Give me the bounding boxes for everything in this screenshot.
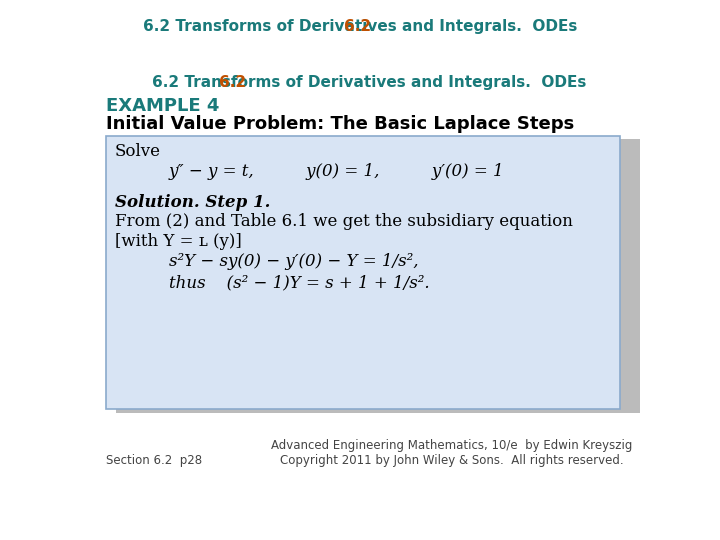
Text: Advanced Engineering Mathematics, 10/e  by Edwin Kreyszig
Copyright 2011 by John: Advanced Engineering Mathematics, 10/e b… — [271, 438, 632, 467]
Text: thus    (s² − 1)Y = s + 1 + 1/s².: thus (s² − 1)Y = s + 1 + 1/s². — [168, 274, 429, 291]
Text: EXAMPLE 4: EXAMPLE 4 — [106, 97, 219, 115]
Text: [with Y = ʟ (y)]: [with Y = ʟ (y)] — [115, 233, 242, 249]
Text: 6.2: 6.2 — [219, 75, 251, 90]
Text: Initial Value Problem: The Basic Laplace Steps: Initial Value Problem: The Basic Laplace… — [106, 115, 574, 133]
Text: 6.2 Transforms of Derivatives and Integrals.  ODEs: 6.2 Transforms of Derivatives and Integr… — [152, 75, 586, 90]
Text: From (2) and Table 6.1 we get the subsidiary equation: From (2) and Table 6.1 we get the subsid… — [115, 213, 573, 230]
Text: 6.2 Transforms of Derivatives and Integrals.  ODEs: 6.2 Transforms of Derivatives and Integr… — [143, 19, 577, 34]
Text: 6.2: 6.2 — [344, 19, 376, 34]
Text: s²Y − sy(0) − y′(0) − Y = 1/s²,: s²Y − sy(0) − y′(0) − Y = 1/s², — [168, 253, 418, 271]
Text: y″ − y = t,          y(0) = 1,          y′(0) = 1: y″ − y = t, y(0) = 1, y′(0) = 1 — [168, 164, 505, 180]
FancyBboxPatch shape — [117, 139, 640, 413]
Text: Section 6.2  p28: Section 6.2 p28 — [106, 454, 202, 467]
FancyBboxPatch shape — [106, 136, 620, 409]
Text: Solve: Solve — [115, 143, 161, 160]
Text: Solution. Step 1.: Solution. Step 1. — [115, 194, 270, 211]
